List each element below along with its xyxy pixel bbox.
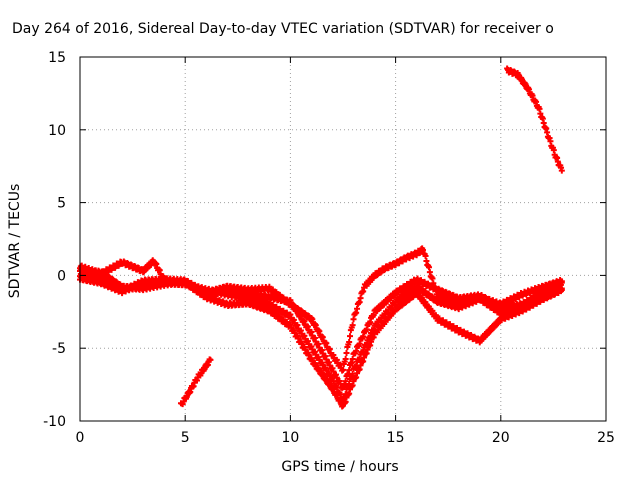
data-point-fill <box>347 333 354 340</box>
chart-title: Day 264 of 2016, Sidereal Day-to-day VTE… <box>12 21 554 37</box>
data-point <box>207 356 214 363</box>
plot-frame <box>79 56 607 422</box>
y-tick-label: 15 <box>48 50 66 66</box>
series-track-d <box>77 245 565 374</box>
data-point-fill <box>349 322 356 329</box>
data-point-fill <box>343 350 350 356</box>
data-point-fill <box>346 367 353 374</box>
grid <box>80 57 606 421</box>
x-tick-label: 25 <box>597 430 615 446</box>
x-tick-label: 20 <box>492 430 510 446</box>
y-tick-label: 0 <box>57 268 66 284</box>
x-tick-label: 0 <box>76 430 85 446</box>
y-tick-label: 10 <box>48 123 66 139</box>
data-points <box>77 65 565 410</box>
series-track-f <box>504 65 565 174</box>
x-axis-label: GPS time / hours <box>281 459 398 475</box>
y-tick-label: 5 <box>57 196 66 212</box>
data-point <box>340 366 346 373</box>
data-point <box>558 167 565 174</box>
y-axis-label: SDTVAR / TECUs <box>7 184 23 299</box>
series-track-e <box>177 356 214 408</box>
axis-ticks: 0 5 10 15 20 25 -10 -5 0 5 10 15 <box>43 50 615 446</box>
data-point-fill <box>346 339 353 346</box>
x-tick-label: 10 <box>281 430 299 446</box>
series-track-c <box>77 274 565 410</box>
data-point-fill <box>342 356 349 363</box>
y-tick-label: -5 <box>52 341 66 357</box>
data-point-fill <box>422 253 429 260</box>
x-tick-label: 5 <box>181 430 190 446</box>
data-point <box>558 278 565 285</box>
y-tick-label: -10 <box>43 414 66 430</box>
data-point-fill <box>349 356 356 363</box>
data-point <box>558 286 565 293</box>
x-tick-label: 15 <box>387 430 405 446</box>
